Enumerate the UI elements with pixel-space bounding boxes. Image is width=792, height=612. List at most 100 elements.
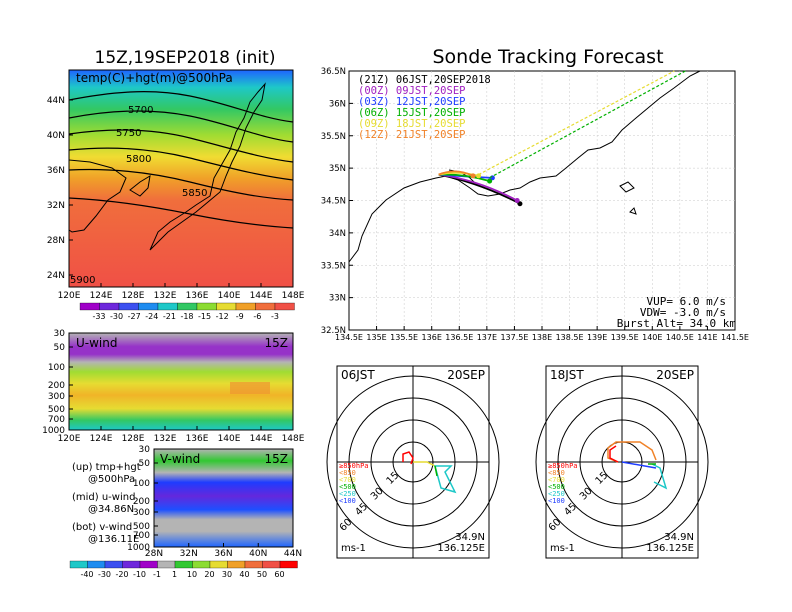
lat-tick-label: 36N	[214, 549, 232, 559]
lon-tick-label: 138.5E	[556, 333, 584, 342]
p-tick-label: 500	[48, 405, 65, 415]
lat-tick-label: 40N	[249, 549, 267, 559]
p-tick-label: 200	[48, 381, 65, 391]
colorbar-wind-swatch	[244, 560, 263, 569]
p-tick-label: 50	[139, 459, 151, 469]
lon-tick-label: 136E	[422, 333, 442, 342]
lon-tick-label: 141.5E	[721, 333, 749, 342]
landing-point	[476, 173, 482, 179]
colorbar-temp-label: -18	[180, 312, 193, 321]
p-tick-label: 500	[133, 522, 150, 532]
p-tick-label: 300	[133, 508, 150, 518]
lon-tick-label: 136E	[186, 291, 209, 301]
colorbar-temp-label: -21	[163, 312, 176, 321]
p-tick-label: 50	[54, 343, 66, 353]
vdw-text: VDW= -3.0 m/s	[640, 306, 726, 319]
colorbar-temp-swatch	[157, 302, 178, 311]
tracking-coastline	[348, 70, 701, 263]
lat-tick-label: 28N	[145, 549, 163, 559]
colorbar-wind-swatch	[279, 560, 298, 569]
lon-tick-label: 140.5E	[666, 333, 694, 342]
legend-entry: (06Z) 15JST,20SEP	[358, 107, 465, 119]
lat-tick-label: 28N	[47, 236, 65, 246]
lat-tick-label: 32.5N	[321, 326, 346, 336]
lon-tick-label: 140E	[218, 291, 241, 301]
korea-china-coastline	[68, 159, 127, 233]
note-mid-1: (mid) u-wind	[72, 492, 135, 503]
legend-entry: (21Z) 06JST,20SEP2018	[358, 74, 491, 86]
colorbar-wind-label: 10	[187, 570, 197, 579]
colorbar-wind-swatch	[122, 560, 141, 569]
p-tick-label: 100	[133, 479, 150, 489]
lon-tick-label: 132E	[154, 434, 177, 444]
p-tick-label: 300	[48, 392, 65, 402]
colorbar-temp-swatch	[79, 302, 100, 311]
hodograph-time: 18JST	[550, 368, 584, 382]
lon-tick-label: 120E	[58, 291, 81, 301]
contour-label-5900: 5900	[70, 275, 95, 286]
lon-tick-label: 135.5E	[390, 333, 418, 342]
p-tick-label: 1000	[42, 426, 65, 436]
colorbar-wind-label: -20	[115, 570, 128, 579]
lat-tick-label: 33N	[329, 294, 346, 304]
map-500hpa-label: temp(C)+hgt(m)@500hPa	[76, 71, 233, 85]
lon-tick-label: 144E	[250, 434, 273, 444]
colorbar-temp-label: -24	[145, 312, 158, 321]
right-title: Sonde Tracking Forecast	[432, 46, 663, 68]
hodograph-time: 06JST	[341, 368, 375, 382]
colorbar-wind-swatch	[209, 560, 228, 569]
colorbar-temp-label: -3	[271, 312, 279, 321]
burst-text: Burst Alt= 34.0 km	[617, 317, 737, 330]
note-up-2: @500hPa	[88, 474, 135, 485]
contour-label-5700: 5700	[128, 105, 153, 116]
lat-tick-label: 34.5N	[321, 197, 346, 207]
map-500hpa-field	[69, 70, 293, 287]
hodograph-date: 20SEP	[447, 368, 485, 382]
colorbar-temp-swatch	[138, 302, 159, 311]
colorbar-wind-swatch	[87, 560, 106, 569]
colorbar-wind-label: -10	[133, 570, 146, 579]
ascent-line	[489, 70, 686, 179]
uwind-label: U-wind	[76, 336, 117, 350]
colorbar-wind-swatch	[104, 560, 123, 569]
lat-tick-label: 40N	[47, 131, 65, 141]
kyushu-coastline	[129, 175, 151, 197]
colorbar-temp-swatch	[177, 302, 198, 311]
lon-tick-label: 136.5E	[445, 333, 473, 342]
hodograph-lat: 34.9N	[455, 532, 485, 543]
colorbar-temperature: -33 -30 -27 -24 -21 -18 -15 -12 -9 -6 -3	[79, 302, 295, 321]
lat-tick-label: 32N	[47, 201, 65, 211]
japan-coastline	[149, 82, 266, 251]
uwind-time: 15Z	[265, 336, 289, 350]
contour-label-5750: 5750	[116, 128, 141, 139]
map-500hpa-frame	[68, 69, 294, 288]
lon-tick-label: 134.5E	[335, 333, 363, 342]
ascent-line	[478, 70, 675, 176]
lon-tick-label: 138E	[532, 333, 552, 342]
map-500hpa-panel: 5700 5750 5800 5850 5900 temp(C)+hgt(m)@…	[47, 69, 305, 321]
hodograph-trace	[607, 441, 657, 463]
colorbar-wind-label: 1	[172, 570, 177, 579]
colorbar-wind-label: 40	[239, 570, 249, 579]
lon-tick-label: 124E	[90, 291, 113, 301]
tracking-panel: (21Z) 06JST,20SEP2018(00Z) 09JST,20SEP(0…	[321, 67, 749, 342]
colorbar-temp-label: -30	[110, 312, 123, 321]
note-bot-1: (bot) v-wind	[72, 522, 132, 533]
colorbar-wind-swatch	[262, 560, 281, 569]
islands-coastline	[619, 181, 637, 215]
hodograph-trace	[434, 465, 457, 494]
level-legend: ≥850hPa	[548, 462, 578, 470]
lat-tick-label: 44N	[47, 96, 65, 106]
landing-point	[487, 178, 493, 184]
contour-label-5800: 5800	[126, 154, 151, 165]
colorbar-temp-swatch	[216, 302, 237, 311]
lon-tick-label: 140E	[642, 333, 662, 342]
hodograph-trace	[651, 463, 668, 490]
map-500hpa-lon-axis: 120E 124E 128E 132E 136E 140E 144E 148E	[58, 283, 305, 301]
colorbar-wind-swatch	[192, 560, 211, 569]
map-500hpa-lat-axis: 44N 40N 36N 32N 28N 24N	[47, 96, 73, 281]
colorbar-wind-label: 30	[222, 570, 232, 579]
lon-tick-label: 144E	[250, 291, 273, 301]
vup-text: VUP= 6.0 m/s	[647, 295, 726, 308]
